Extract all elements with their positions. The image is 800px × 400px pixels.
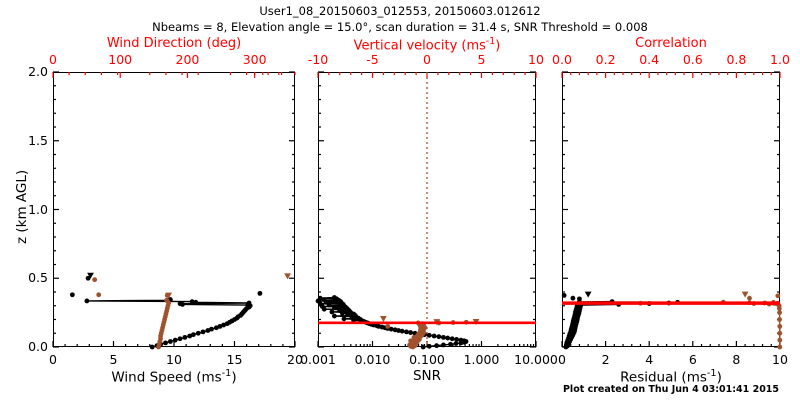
- panel1-bottom-tick-label: 15: [226, 352, 243, 367]
- panel3-plot-area: [561, 71, 783, 350]
- panel2-top-tick-label: -10: [307, 52, 329, 67]
- y-axis-tick-label: 1.5: [28, 132, 48, 148]
- y-axis-tick-label: 0.0: [28, 339, 48, 354]
- panel3-top-axis-title: Correlation: [635, 36, 707, 51]
- y-axis-tick-label: 1.0: [28, 201, 48, 217]
- panel3-top-tick-label: 1.0: [770, 52, 790, 67]
- panel3-bottom-tick-label: 10: [772, 352, 788, 367]
- panel3-top-tick-label: 0.2: [595, 52, 616, 67]
- panel1-bottom-tick-label: 5: [109, 352, 118, 367]
- page-title: User1_08_20150603_012553, 20150603.01261…: [259, 4, 541, 18]
- panel-wind-speed: [52, 71, 296, 350]
- panel3-bottom-tick-label: 4: [645, 352, 654, 367]
- panel2-bottom-axis-title: SNR: [412, 368, 442, 384]
- panel3-top-tick-label: 0.6: [682, 52, 703, 67]
- panel2-top-axis-title: Vertical velocity (ms-1): [353, 36, 501, 54]
- panel1-top-axis-title: Wind Direction (deg): [106, 36, 242, 51]
- panel1-bottom-axis-title: Wind Speed (ms-1): [111, 368, 237, 386]
- y-axis-tick-label: 0.5: [28, 270, 48, 286]
- panel2-bottom-tick-label: 10.000: [514, 352, 558, 367]
- panel-residual: [561, 71, 783, 350]
- panel1-top-tick-label: 200: [175, 52, 200, 67]
- y-axis-tick-label: 2.0: [28, 64, 48, 79]
- panel1-bottom-tick-label: 0: [49, 352, 57, 367]
- panel1-top-tick-label: 0: [49, 52, 57, 67]
- panel2-bottom-tick-label: 0.010: [354, 352, 391, 367]
- page-subtitle: Nbeams = 8, Elevation angle = 15.0°, sca…: [152, 20, 648, 34]
- plot-credit: Plot created on Thu Jun 4 03:01:41 2015: [562, 384, 780, 395]
- panel3-top-tick-label: 0.4: [639, 52, 660, 67]
- panel2-top-tick-label: 5: [477, 52, 486, 67]
- panel3-bottom-axis-title: Residual (ms-1): [620, 368, 722, 386]
- panel2-top-tick-label: 0: [423, 52, 431, 67]
- panel2-top-tick-label: -5: [366, 52, 379, 67]
- panel3-bottom-tick-label: 8: [732, 352, 741, 367]
- panel3-bottom-tick-label: 2: [601, 352, 610, 367]
- panel2-bottom-tick-label: 1.000: [463, 352, 500, 367]
- panel3-top-tick-label: 0.0: [552, 52, 572, 67]
- panel2-bottom-tick-label: 0.001: [300, 352, 336, 367]
- panel1-bottom-tick-label: 20: [287, 352, 303, 367]
- panel2-bottom-tick-label: 0.100: [409, 352, 445, 367]
- panel3-bottom-tick-label: 6: [688, 352, 697, 367]
- panel1-top-tick-label: 100: [108, 52, 133, 67]
- panel3-bottom-tick-label: 0: [558, 352, 566, 367]
- panel2-top-tick-label: 10: [528, 52, 544, 67]
- panel1-top-tick-label: 300: [242, 52, 267, 67]
- panel3-top-tick-label: 0.8: [726, 52, 747, 67]
- panel-snr: [315, 71, 537, 350]
- panel1-bottom-tick-label: 10: [166, 352, 182, 367]
- panel1-plot-area: [52, 71, 296, 350]
- panel2-plot-area: [315, 71, 537, 350]
